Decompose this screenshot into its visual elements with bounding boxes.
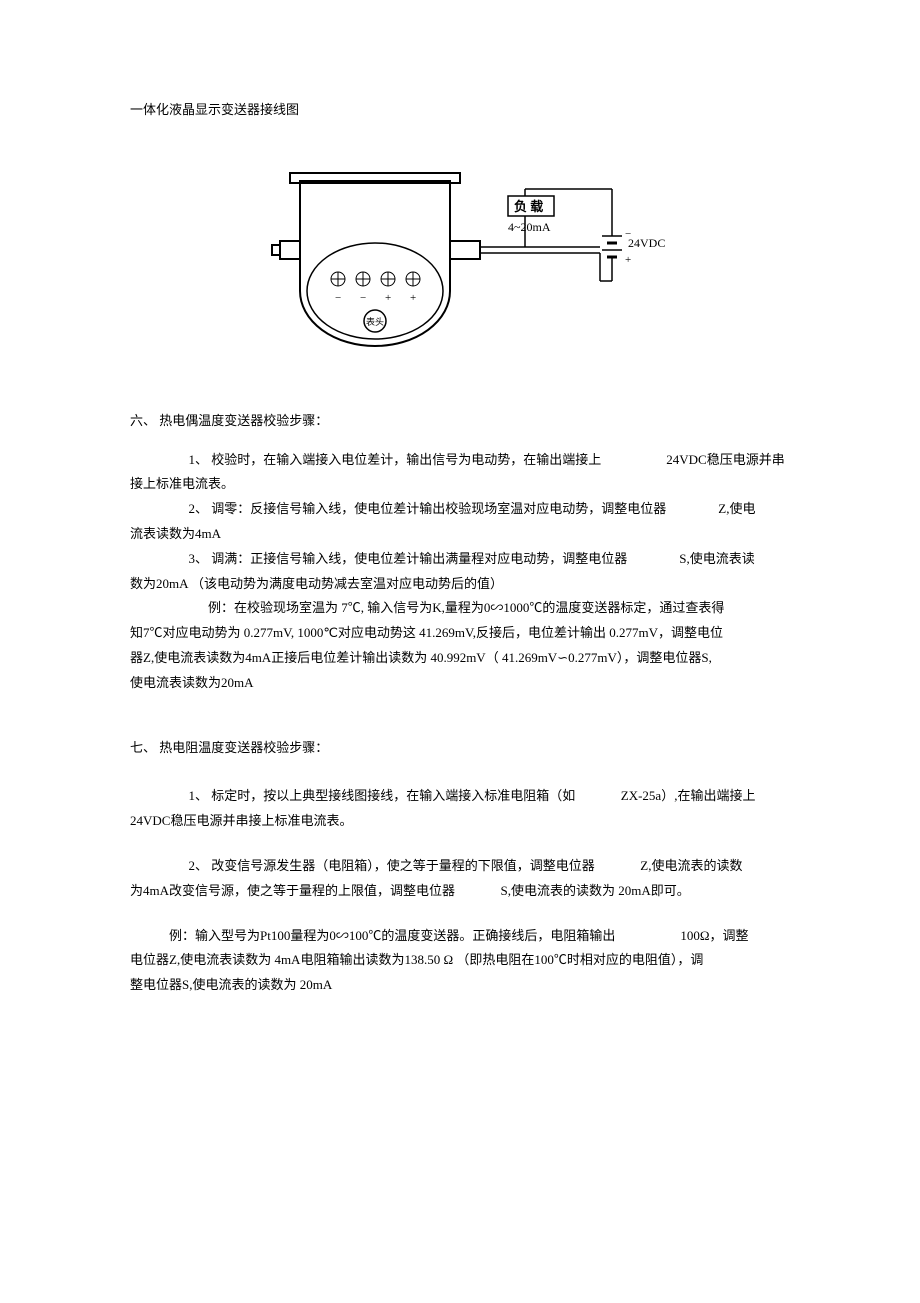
s7-step1-a: 1、 标定时，按以上典型接线图接线，在输入端接入标准电阻箱（如 bbox=[130, 788, 575, 803]
s6-step2-c: 流表读数为4mA bbox=[130, 526, 221, 541]
section7-heading-text: 七、 热电阻温度变送器校验步骤： bbox=[130, 740, 328, 755]
s6-step3-c: 数为20mA （该电动势为满度电动势减去室温对应电动势后的值） bbox=[130, 576, 503, 591]
s6-ex-d: 使电流表读数为20mA bbox=[130, 675, 254, 690]
section6-step1-cont: 接上标准电流表。 bbox=[130, 474, 790, 495]
section6-example-d: 使电流表读数为20mA bbox=[130, 673, 790, 694]
s7-ex-b: 100Ω，调整 bbox=[680, 928, 748, 943]
title-text: 一体化液晶显示变送器接线图 bbox=[130, 102, 299, 117]
s6-step1-c: 接上标准电流表。 bbox=[130, 476, 234, 491]
section7-step1: 1、 标定时，按以上典型接线图接线，在输入端接入标准电阻箱（如 ZX-25a）,在… bbox=[130, 786, 790, 807]
section7-example-c: 电位器Z,使电流表读数为 4mA电阻箱输出读数为138.50 Ω （即热电阻在1… bbox=[130, 950, 790, 971]
diagram-svg: − − + + 表头 负 载 4~20mA − 24VDC + bbox=[230, 151, 690, 361]
load-label: 负 载 bbox=[514, 199, 543, 214]
section6-example-c: 器Z,使电流表读数为4mA正接后电位差计输出读数为 40.992mV（ 41.2… bbox=[130, 648, 790, 669]
section6-step3: 3、 调满：正接信号输入线，使电位差计输出满量程对应电动势，调整电位器 S,使电流… bbox=[130, 549, 790, 570]
s7-ex-d: 整电位器S,使电流表的读数为 20mA bbox=[130, 977, 332, 992]
s6-step1-a: 1、 校验时，在输入端接入电位差计，输出信号为电动势，在输出端接上 bbox=[130, 452, 601, 467]
s7-step2-c: 为4mA改变信号源，使之等于量程的上限值，调整电位器 bbox=[130, 883, 455, 898]
section7-step2: 2、 改变信号源发生器（电阻箱），使之等于量程的下限值，调整电位器 Z,使电流表的… bbox=[130, 856, 790, 877]
wiring-diagram: − − + + 表头 负 载 4~20mA − 24VDC + bbox=[130, 151, 790, 361]
s7-step1-c: 24VDC稳压电源并串接上标准电流表。 bbox=[130, 813, 352, 828]
svg-text:−: − bbox=[360, 292, 366, 304]
s7-ex-a: 例：输入型号为Pt100量程为0∽100℃的温度变送器。正确接线后，电阻箱输出 bbox=[130, 928, 615, 943]
s6-step3-a: 3、 调满：正接信号输入线，使电位差计输出满量程对应电动势，调整电位器 bbox=[130, 551, 627, 566]
section7-example: 例：输入型号为Pt100量程为0∽100℃的温度变送器。正确接线后，电阻箱输出 1… bbox=[130, 926, 790, 947]
svg-text:+: + bbox=[625, 254, 631, 266]
section7-step2-cont: 为4mA改变信号源，使之等于量程的上限值，调整电位器 S,使电流表的读数为 20m… bbox=[130, 881, 790, 902]
section6-heading-text: 六、 热电偶温度变送器校验步骤： bbox=[130, 413, 328, 428]
s6-step2-b: Z,使电 bbox=[718, 501, 755, 516]
section6-step1: 1、 校验时，在输入端接入电位差计，输出信号为电动势，在输出端接上 24VDC稳压… bbox=[130, 450, 790, 471]
section6-step3-cont: 数为20mA （该电动势为满度电动势减去室温对应电动势后的值） bbox=[130, 574, 790, 595]
s7-ex-c: 电位器Z,使电流表读数为 4mA电阻箱输出读数为138.50 Ω （即热电阻在1… bbox=[130, 952, 703, 967]
s6-ex-a: 例：在校验现场室温为 7℃, 输入信号为K,量程为0∽1000℃的温度变送器标定… bbox=[130, 600, 724, 615]
s6-step1-b: 24VDC稳压电源并串 bbox=[666, 452, 784, 467]
s7-step2-d: S,使电流表的读数为 20mA即可。 bbox=[501, 883, 690, 898]
section6-heading: 六、 热电偶温度变送器校验步骤： bbox=[130, 411, 790, 432]
section6-example-b: 知7℃对应电动势为 0.277mV, 1000℃对应电动势这 41.269mV,… bbox=[130, 623, 790, 644]
current-label: 4~20mA bbox=[508, 220, 551, 234]
s7-step2-b: Z,使电流表的读数 bbox=[640, 858, 742, 873]
s7-step1-b: ZX-25a）,在输出端接上 bbox=[621, 788, 756, 803]
page-title: 一体化液晶显示变送器接线图 bbox=[130, 100, 790, 121]
s6-ex-b: 知7℃对应电动势为 0.277mV, 1000℃对应电动势这 41.269mV,… bbox=[130, 625, 723, 640]
section6-step2-cont: 流表读数为4mA bbox=[130, 524, 790, 545]
meter-label: 表头 bbox=[366, 316, 384, 327]
svg-text:+: + bbox=[385, 292, 391, 304]
section6-step2: 2、 调零：反接信号输入线，使电位差计输出校验现场室温对应电动势，调整电位器 Z,… bbox=[130, 499, 790, 520]
s7-step2-a: 2、 改变信号源发生器（电阻箱），使之等于量程的下限值，调整电位器 bbox=[130, 858, 595, 873]
s6-ex-c: 器Z,使电流表读数为4mA正接后电位差计输出读数为 40.992mV（ 41.2… bbox=[130, 650, 712, 665]
section7-step1-cont: 24VDC稳压电源并串接上标准电流表。 bbox=[130, 811, 790, 832]
section6-example: 例：在校验现场室温为 7℃, 输入信号为K,量程为0∽1000℃的温度变送器标定… bbox=[130, 598, 790, 619]
s6-step2-a: 2、 调零：反接信号输入线，使电位差计输出校验现场室温对应电动势，调整电位器 bbox=[130, 501, 666, 516]
s6-step3-b: S,使电流表读 bbox=[679, 551, 754, 566]
svg-text:−: − bbox=[335, 292, 341, 304]
section7-heading: 七、 热电阻温度变送器校验步骤： bbox=[130, 738, 790, 759]
section7-example-d: 整电位器S,使电流表的读数为 20mA bbox=[130, 975, 790, 996]
voltage-label: 24VDC bbox=[628, 236, 665, 250]
svg-text:+: + bbox=[410, 292, 416, 304]
